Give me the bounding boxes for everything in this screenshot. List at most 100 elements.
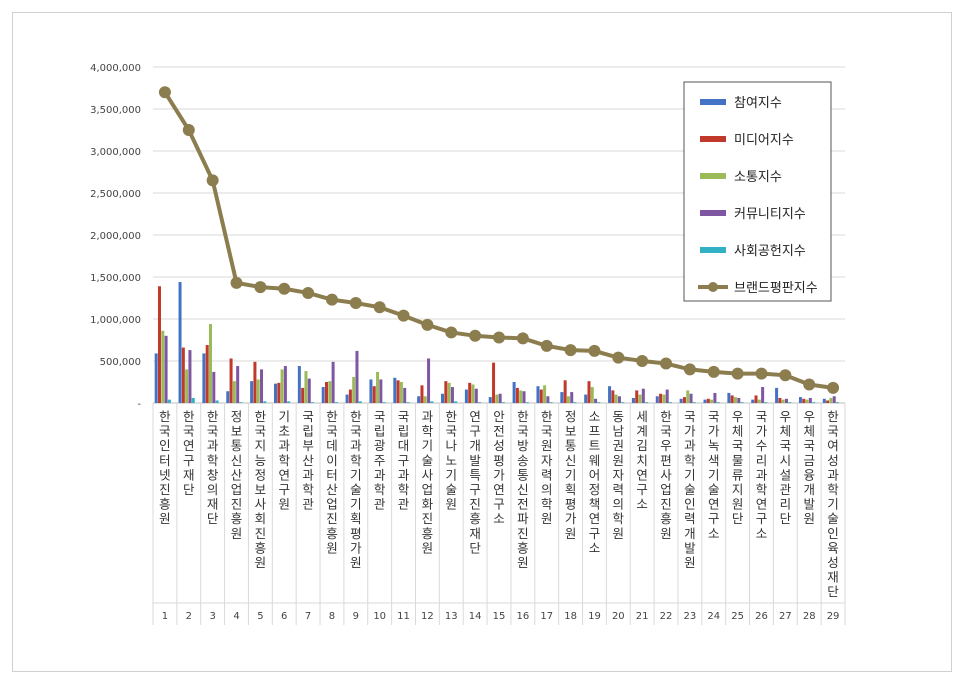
rank-label: 19 — [588, 611, 601, 622]
bar — [751, 399, 755, 403]
bar — [566, 396, 570, 403]
line-point — [516, 332, 529, 345]
bar — [764, 402, 768, 403]
bar — [191, 397, 195, 403]
bar — [733, 397, 737, 403]
bar — [331, 361, 335, 403]
rank-label: 6 — [281, 611, 287, 622]
line-point — [564, 344, 577, 357]
line-point — [493, 331, 505, 344]
line-point — [755, 367, 768, 380]
bar — [689, 393, 693, 403]
line-point — [707, 365, 720, 378]
bar — [641, 388, 645, 403]
bar — [406, 402, 410, 403]
bar — [181, 347, 185, 403]
bar — [822, 398, 826, 403]
bar — [253, 361, 257, 403]
line-point — [230, 276, 243, 289]
legend-label: 참여지수 — [734, 96, 782, 111]
bar — [617, 396, 621, 403]
bar — [563, 380, 567, 403]
rank-label: 15 — [493, 611, 506, 622]
bar — [256, 379, 260, 403]
bar — [730, 395, 734, 403]
rank-label: 25 — [731, 611, 744, 622]
bar — [488, 397, 492, 403]
line-point — [158, 86, 171, 99]
bar — [781, 399, 785, 403]
line-point — [612, 351, 625, 364]
bar — [761, 387, 765, 403]
bar — [501, 402, 505, 403]
bar — [226, 391, 230, 403]
bar — [611, 390, 615, 403]
y-tick-label: 1,500,000 — [90, 273, 141, 284]
bar — [325, 382, 329, 403]
bar — [450, 387, 454, 403]
bar — [727, 392, 731, 403]
bar — [321, 387, 325, 403]
bar — [369, 379, 373, 403]
y-tick-label: 3,000,000 — [90, 147, 141, 158]
bar — [682, 397, 686, 403]
bar — [280, 369, 284, 403]
bar — [692, 402, 696, 403]
rank-label: 3 — [209, 611, 215, 622]
bar — [427, 358, 431, 403]
bar — [775, 387, 779, 403]
rank-label: 9 — [353, 611, 359, 622]
bar — [549, 402, 553, 403]
bar — [379, 379, 383, 403]
bar — [621, 402, 625, 403]
rank-label: 8 — [329, 611, 335, 622]
y-tick-label: 2,500,000 — [90, 189, 141, 200]
line-point — [397, 309, 410, 322]
line-point — [779, 369, 792, 382]
bar — [478, 402, 482, 403]
bar — [154, 353, 158, 403]
bar — [334, 402, 338, 403]
bar — [679, 398, 683, 403]
bar — [788, 402, 792, 403]
bar — [396, 380, 400, 403]
legend-label: 소통지수 — [734, 170, 782, 185]
bar — [215, 400, 219, 403]
bar — [668, 402, 672, 403]
rank-label: 7 — [305, 611, 311, 622]
rank-label: 26 — [755, 611, 768, 622]
rank-label: 28 — [803, 611, 816, 622]
line-point — [588, 344, 601, 357]
legend-label: 사회공헌지수 — [734, 244, 806, 259]
y-tick-label: 500,000 — [100, 357, 141, 368]
bar — [713, 392, 717, 403]
legend-swatch — [700, 210, 726, 216]
bar — [328, 381, 332, 403]
bar — [376, 371, 380, 403]
rank-label: 17 — [540, 611, 553, 622]
bar — [495, 394, 499, 403]
bar — [635, 390, 639, 403]
bar — [757, 399, 761, 403]
bar — [287, 401, 291, 403]
bar — [522, 391, 526, 403]
bar — [161, 330, 165, 403]
rank-label: 16 — [516, 611, 529, 622]
rank-label: 13 — [445, 611, 458, 622]
rank-label: 23 — [684, 611, 697, 622]
bar — [512, 382, 516, 403]
bar — [655, 396, 659, 403]
bar — [403, 387, 407, 403]
